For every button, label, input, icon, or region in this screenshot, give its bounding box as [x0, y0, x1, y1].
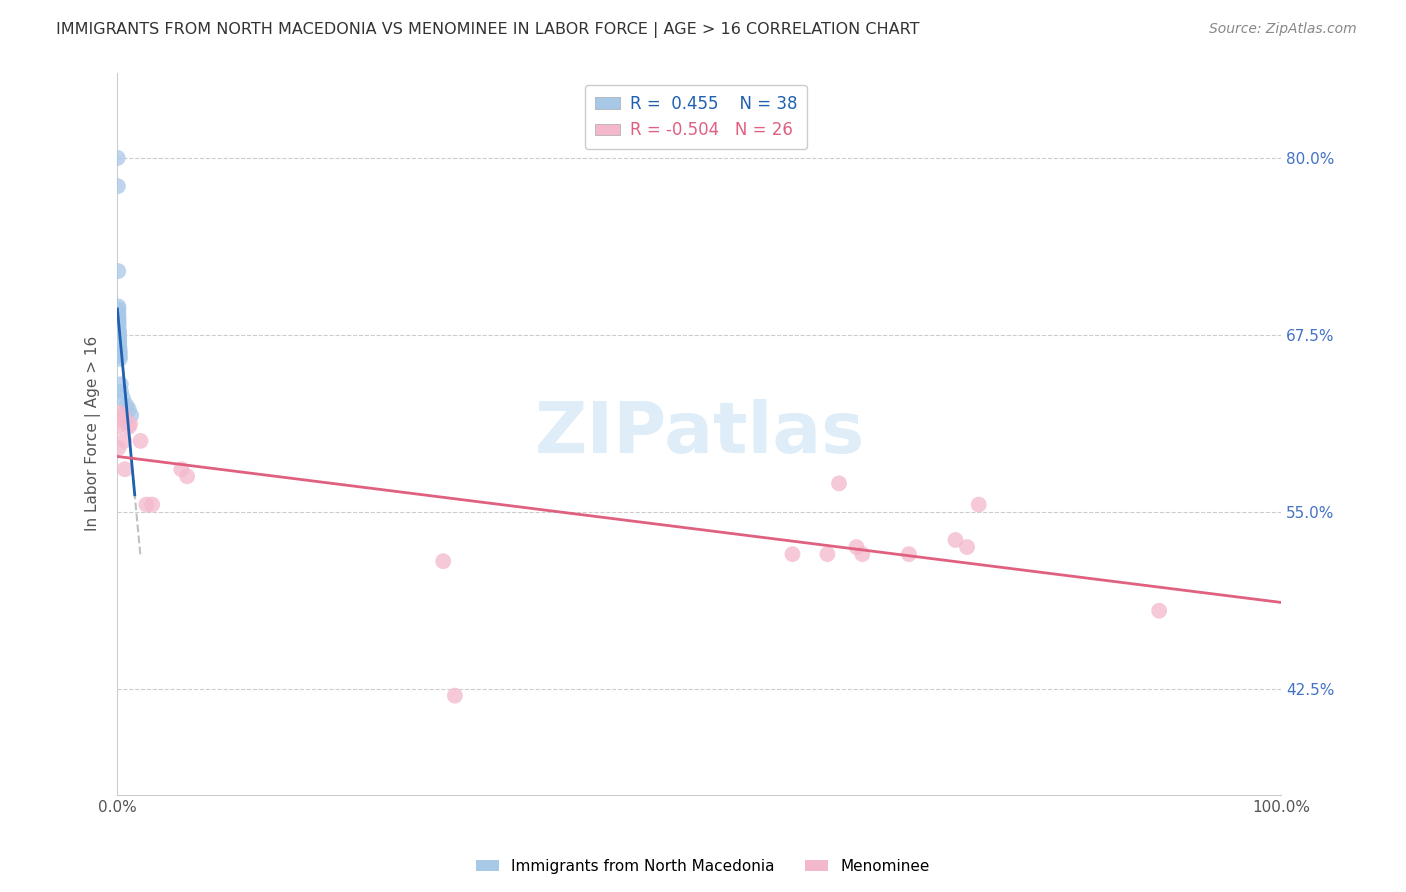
Point	[108, 413, 131, 427]
Point	[110, 384, 132, 399]
Point	[108, 351, 131, 366]
Point	[107, 307, 129, 321]
Point	[897, 547, 920, 561]
Point	[118, 419, 141, 434]
Point	[115, 399, 138, 413]
Point	[782, 547, 804, 561]
Point	[845, 540, 868, 554]
Text: Source: ZipAtlas.com: Source: ZipAtlas.com	[1209, 22, 1357, 37]
Point	[120, 409, 142, 423]
Point	[112, 409, 135, 423]
Text: ZIPatlas: ZIPatlas	[534, 400, 865, 468]
Point	[108, 334, 131, 349]
Point	[135, 498, 157, 512]
Point	[107, 179, 129, 194]
Y-axis label: In Labor Force | Age > 16: In Labor Force | Age > 16	[86, 336, 101, 532]
Point	[118, 402, 141, 417]
Point	[107, 151, 129, 165]
Point	[108, 349, 131, 363]
Point	[176, 469, 198, 483]
Point	[851, 547, 873, 561]
Point	[108, 341, 131, 355]
Point	[108, 334, 131, 348]
Point	[107, 326, 129, 341]
Point	[120, 417, 142, 431]
Point	[107, 312, 129, 326]
Point	[107, 310, 129, 324]
Point	[112, 392, 135, 406]
Point	[967, 498, 990, 512]
Point	[107, 327, 129, 342]
Point	[114, 462, 136, 476]
Point	[828, 476, 851, 491]
Point	[107, 300, 129, 314]
Point	[107, 302, 129, 317]
Point	[108, 330, 131, 344]
Point	[108, 336, 131, 351]
Point	[1147, 604, 1170, 618]
Point	[444, 689, 467, 703]
Point	[107, 419, 129, 434]
Point	[141, 498, 163, 512]
Point	[107, 317, 129, 331]
Point	[107, 441, 129, 455]
Point	[107, 318, 129, 332]
Point	[956, 540, 979, 554]
Text: IMMIGRANTS FROM NORTH MACEDONIA VS MENOMINEE IN LABOR FORCE | AGE > 16 CORRELATI: IMMIGRANTS FROM NORTH MACEDONIA VS MENOM…	[56, 22, 920, 38]
Point	[170, 462, 193, 476]
Point	[108, 342, 131, 356]
Legend: Immigrants from North Macedonia, Menominee: Immigrants from North Macedonia, Menomin…	[470, 853, 936, 880]
Point	[108, 339, 131, 353]
Point	[107, 329, 129, 343]
Point	[108, 344, 131, 359]
Legend: R =  0.455    N = 38, R = -0.504   N = 26: R = 0.455 N = 38, R = -0.504 N = 26	[585, 85, 807, 149]
Point	[107, 264, 129, 278]
Point	[107, 322, 129, 336]
Point	[129, 434, 152, 448]
Point	[108, 337, 131, 351]
Point	[108, 406, 131, 420]
Point	[108, 343, 131, 358]
Point	[815, 547, 838, 561]
Point	[107, 313, 129, 327]
Point	[107, 320, 129, 334]
Point	[108, 346, 131, 360]
Point	[107, 324, 129, 338]
Point	[107, 325, 129, 339]
Point	[110, 377, 132, 392]
Point	[108, 332, 131, 346]
Point	[432, 554, 454, 568]
Point	[112, 434, 135, 448]
Point	[945, 533, 967, 547]
